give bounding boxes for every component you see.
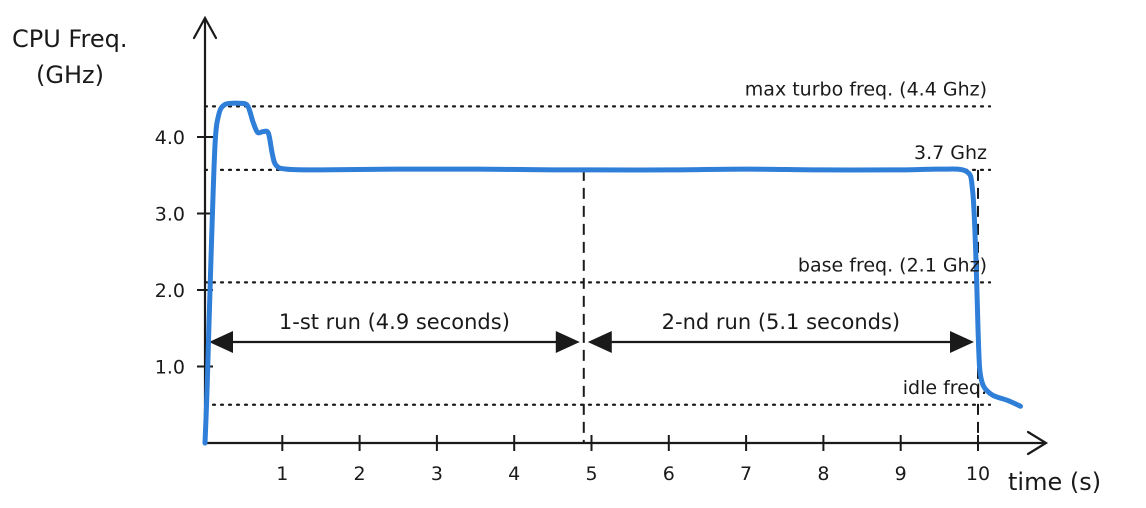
x-tick-label-10: 10 (966, 463, 990, 485)
y-axis-unit: (GHz) (36, 61, 104, 89)
x-tick-label-8: 8 (817, 463, 829, 485)
x-tick-label-5: 5 (585, 463, 597, 485)
ref-label-idle: idle freq. (903, 377, 987, 399)
series-line-cpu-frequency (202, 100, 1023, 446)
y-tick-label-4.0: 4.0 (155, 127, 185, 149)
y-axis-arrow (192, 15, 218, 40)
span-arrow-right-second-run (950, 331, 974, 354)
x-tick-label-6: 6 (663, 463, 675, 485)
x-tick-label-1: 1 (276, 463, 288, 485)
y-tick-label-1.0: 1.0 (155, 357, 185, 379)
span-arrow-left-first-run (209, 331, 233, 354)
x-tick-label-9: 9 (895, 463, 907, 485)
x-tick-label-3: 3 (431, 463, 443, 485)
span-label-first-run: 1-st run (4.9 seconds) (279, 310, 510, 334)
x-axis-arrow (1026, 430, 1049, 456)
span-label-second-run: 2-nd run (5.1 seconds) (662, 310, 900, 334)
x-tick-label-7: 7 (740, 463, 752, 485)
x-tick-label-2: 2 (354, 463, 366, 485)
ref-label-sustained: 3.7 Ghz (914, 142, 987, 164)
span-arrow-left-second-run (587, 331, 612, 354)
ref-label-base: base freq. (2.1 Ghz) (798, 254, 987, 276)
x-axis-title: time (s) (1008, 468, 1101, 496)
ref-label-max-turbo: max turbo freq. (4.4 Ghz) (745, 78, 987, 100)
y-tick-label-3.0: 3.0 (155, 204, 185, 226)
y-tick-label-2.0: 2.0 (155, 280, 185, 302)
span-arrow-right-first-run (555, 331, 580, 354)
x-tick-label-4: 4 (508, 463, 520, 485)
y-axis-title: CPU Freq. (12, 25, 127, 53)
